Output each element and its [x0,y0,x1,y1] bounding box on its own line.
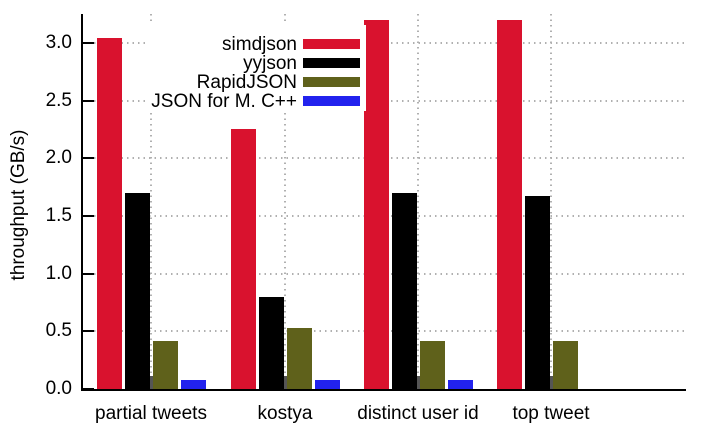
bar-yyjson-distinct-user-id [391,192,417,389]
x-tick-mark [549,376,553,389]
legend-color-swatch-json-for-m-c [303,96,360,106]
legend-item-simdjson: simdjson [148,35,366,54]
x-category-label-distinct-user-id: distinct user id [357,403,479,424]
legend-label: simdjson [222,33,297,55]
legend-color-swatch-simdjson [303,39,360,49]
legend-item-yyjson: yyjson [148,54,366,73]
x-tick-mark [283,376,287,389]
bar-json-for-m-c-distinct-user-id [447,379,473,389]
legend-item-rapidjson: RapidJSON [148,73,366,92]
bar-rapidjson-kostya [286,327,312,389]
y-tick-mark [83,330,94,333]
v-gridline [284,14,286,389]
y-tick-label: 0.5 [45,320,72,342]
y-tick-mark [83,214,94,217]
legend: simdjson yyjson RapidJSON JSON for M. C++ [148,25,366,111]
legend-label: JSON for M. C++ [151,90,297,112]
legend-label: yyjson [243,52,297,74]
x-tick-mark [416,376,420,389]
y-tick-label: 1.5 [45,204,72,226]
v-gridline [550,14,552,389]
v-gridline [417,14,419,389]
y-tick-mark [83,272,94,275]
y-tick-mark [83,157,94,160]
x-category-label-partial-tweets: partial tweets [95,403,207,424]
bar-yyjson-top-tweet [524,196,550,389]
y-tick-mark [83,99,94,102]
v-gridline [150,14,152,389]
legend-color-swatch-rapidjson [303,77,360,87]
y-tick-label: 2.5 [45,89,72,111]
y-tick-label: 1.0 [45,262,72,284]
legend-color-swatch-yyjson [303,58,360,68]
y-tick-label: 2.0 [45,147,72,169]
bar-simdjson-top-tweet [496,19,522,389]
y-tick-mark [83,41,94,44]
bar-rapidjson-top-tweet [552,340,578,389]
bar-simdjson-distinct-user-id [363,19,389,389]
bar-yyjson-kostya [258,296,284,389]
bar-simdjson-kostya [230,129,256,389]
bar-yyjson-partial-tweets [124,192,150,389]
y-tick-mark [83,388,94,390]
x-category-label-kostya: kostya [257,403,313,424]
y-tick-label: 0.0 [45,378,72,399]
x-category-label-top-tweet: top tweet [512,403,590,424]
bar-json-for-m-c-kostya [314,379,340,389]
legend-item-json-for-m-c: JSON for M. C++ [148,92,366,111]
y-tick-label: 3.0 [45,31,72,53]
legend-label: RapidJSON [196,71,297,93]
x-tick-mark [149,376,153,389]
bar-rapidjson-partial-tweets [152,340,178,389]
bar-json-for-m-c-partial-tweets [180,379,206,389]
plot-area [81,14,686,391]
bar-simdjson-partial-tweets [96,38,122,389]
bar-rapidjson-distinct-user-id [419,340,445,389]
